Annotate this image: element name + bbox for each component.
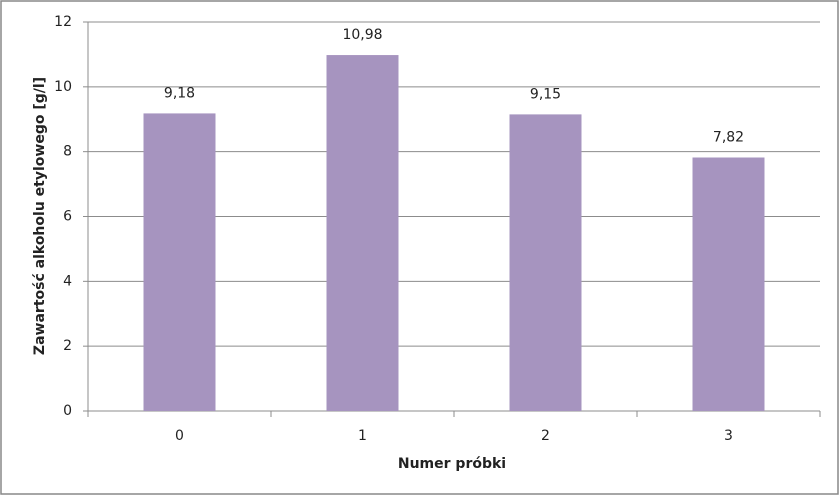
value-label: 9,18 xyxy=(164,85,195,101)
x-tick-label: 2 xyxy=(541,428,550,444)
y-tick-label: 2 xyxy=(63,338,72,354)
y-tick-label: 0 xyxy=(63,403,72,419)
value-label: 9,15 xyxy=(530,86,561,102)
y-tick-label: 10 xyxy=(54,79,72,95)
bar xyxy=(326,55,399,411)
x-tick-label: 0 xyxy=(175,428,184,444)
x-tick-label: 1 xyxy=(358,428,367,444)
value-label: 10,98 xyxy=(342,27,382,43)
x-tick-label: 3 xyxy=(724,428,733,444)
bar xyxy=(509,114,582,411)
y-tick-label: 8 xyxy=(63,144,72,160)
y-tick-label: 4 xyxy=(63,273,72,289)
bar xyxy=(143,113,216,411)
value-label: 7,82 xyxy=(713,130,744,146)
y-tick-label: 6 xyxy=(63,209,72,225)
y-axis-title: Zawartość alkoholu etylowego [g/l] xyxy=(32,77,48,355)
y-tick-label: 12 xyxy=(54,14,72,30)
bar xyxy=(692,157,765,411)
x-axis-title: Numer próbki xyxy=(398,456,506,472)
